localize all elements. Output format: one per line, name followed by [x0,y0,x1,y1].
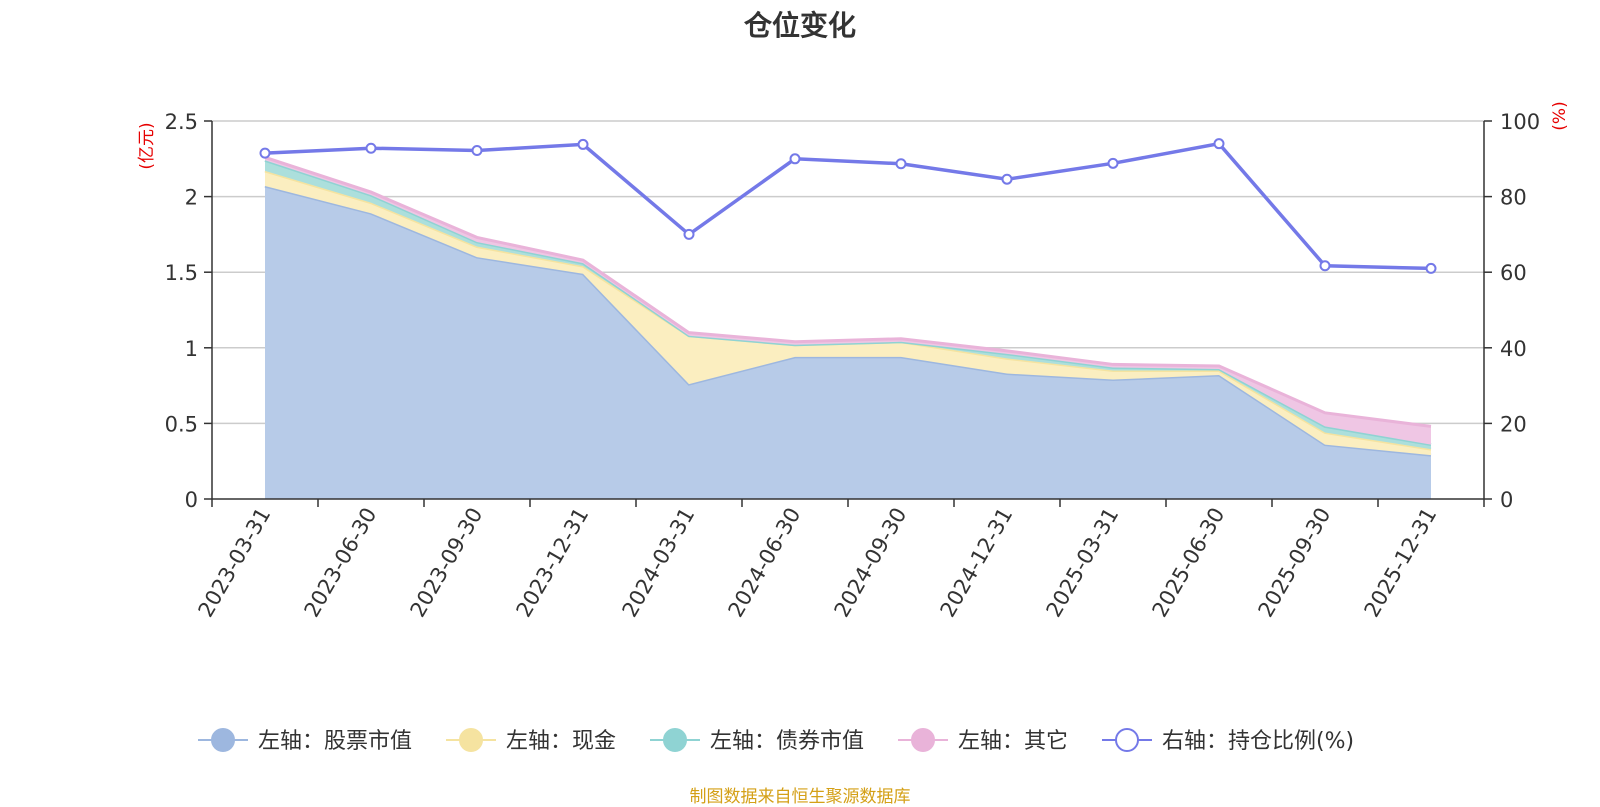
legend-label: 右轴：持仓比例(%) [1162,729,1354,754]
left-tick-label: 0 [185,488,198,512]
legend-label: 左轴：股票市值 [258,729,412,754]
holding-ratio-line [259,138,1437,274]
area-edge-3 [264,155,1432,428]
x-tick-label: 2024-06-30 [724,504,806,622]
x-tick-label: 2025-12-31 [1360,504,1442,622]
line-point [1107,157,1119,169]
line-point [577,138,589,150]
legend-label: 左轴：其它 [958,729,1068,754]
line-point [1319,260,1331,272]
line-point [683,228,695,240]
legend-marker-circle [1115,728,1139,752]
left-tick-label: 2.5 [165,110,198,134]
right-axis-unit: (%) [1550,101,1570,130]
line-path [264,141,1432,271]
legend-label: 左轴：现金 [506,729,616,754]
x-tick-label: 2024-09-30 [830,504,912,622]
x-tick-label: 2024-12-31 [936,504,1018,622]
right-tick-label: 100 [1500,110,1540,134]
area-series-3 [265,157,1431,445]
stacked-areas [264,155,1432,500]
data-source-footer: 制图数据来自恒生聚源数据库 [689,787,911,807]
line-point [471,144,483,156]
x-tick-label: 2023-03-31 [194,504,276,622]
right-tick-label: 80 [1500,186,1527,210]
left-axis-unit: (亿元) [137,122,157,169]
right-tick-label: 20 [1500,412,1527,436]
line-point [789,153,801,165]
line-point [259,147,271,159]
line-point [1213,138,1225,150]
area-series-0 [265,186,1431,500]
chart-title: 仓位变化 [743,9,856,42]
left-tick-label: 0.5 [165,412,198,436]
x-tick-label: 2025-06-30 [1148,504,1230,622]
line-point [365,142,377,154]
right-tick-label: 0 [1500,488,1513,512]
legend: 左轴：股票市值 左轴：现金 左轴：债券市值 左轴：其它 右轴：持仓比例(%) [198,728,1354,754]
right-tick-label: 60 [1500,261,1527,285]
right-tick-label: 40 [1500,337,1527,361]
x-tick-label: 2023-06-30 [300,504,382,622]
legend-label: 左轴：债券市值 [710,729,864,754]
x-tick-label: 2025-09-30 [1254,504,1336,622]
line-point [1001,173,1013,185]
left-tick-label: 1.5 [165,261,198,285]
x-tick-label: 2023-09-30 [406,504,488,622]
legend-marker-circle [911,728,935,752]
line-point [1425,262,1437,274]
legend-marker-circle [663,728,687,752]
x-tick-label: 2024-03-31 [618,504,700,622]
legend-marker-circle [459,728,483,752]
x-tick-label: 2023-12-31 [512,504,594,622]
legend-marker-circle [211,728,235,752]
left-tick-label: 2 [185,186,198,210]
left-tick-label: 1 [185,337,198,361]
x-tick-label: 2025-03-31 [1042,504,1124,622]
line-point [895,158,907,170]
